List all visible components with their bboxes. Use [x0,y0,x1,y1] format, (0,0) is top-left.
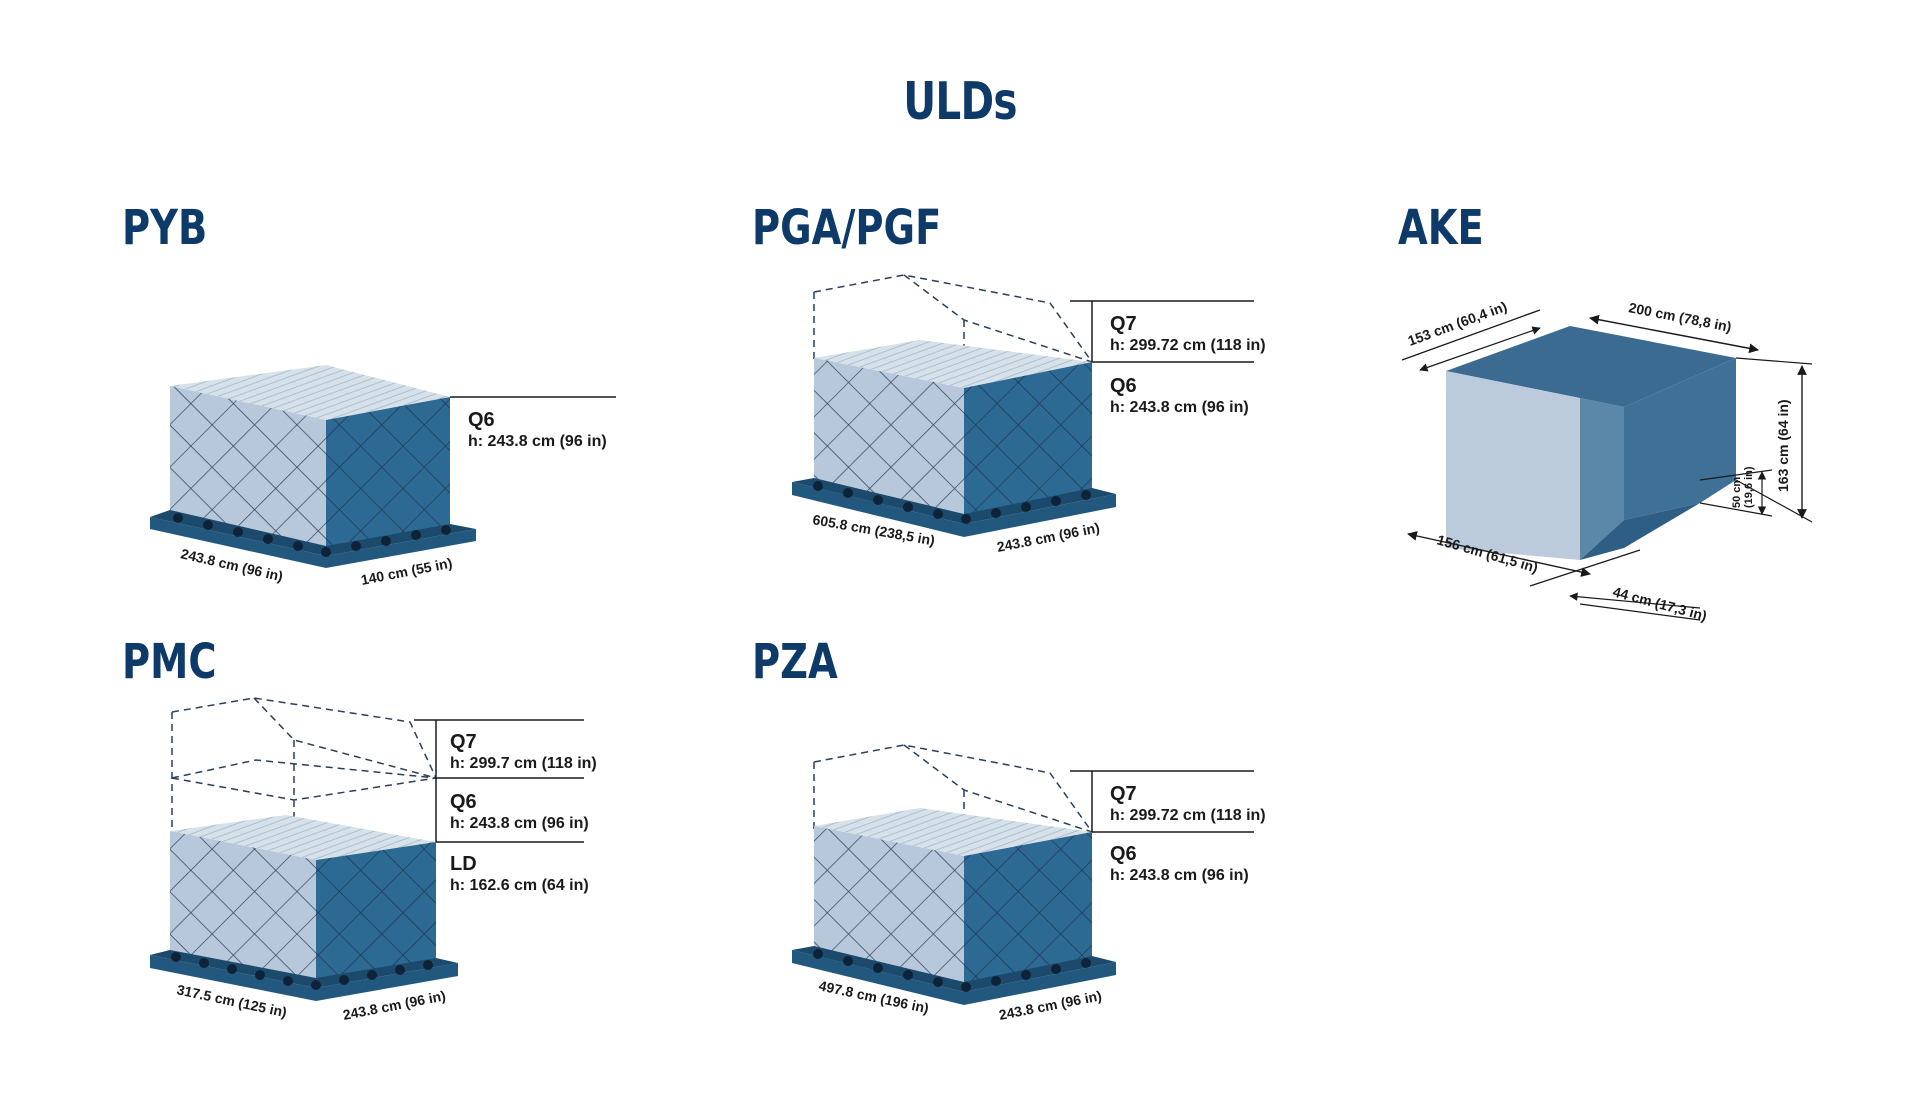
title-pmc: PMC [122,634,217,690]
title-pyb: PYB [122,200,208,256]
page-title: ULDs [903,72,1017,132]
pmc-level-code-q7: Q7 [450,731,477,753]
ake-figure: 153 cm (60,4 in) 200 cm (78,8 in) 163 cm… [1401,298,1813,624]
pza-level-height-q6: h: 243.8 cm (96 in) [1110,867,1249,884]
pmc-level-height-ld: h: 162.6 cm (64 in) [450,877,589,894]
pga-level-height-q7: h: 299.72 cm (118 in) [1110,337,1266,354]
pga-figure: Q7 h: 299.72 cm (118 in) Q6 h: 243.8 cm … [792,274,1266,555]
ake-cut-height-label-2: (19,6 in) [1743,466,1755,508]
ake-top-depth-label: 153 cm (60,4 in) [1406,298,1509,349]
pza-cargo-top [814,808,1092,856]
pmc-pallet-front [150,955,316,1001]
pmc-figure: Q7 h: 299.7 cm (118 in) Q6 h: 243.8 cm (… [150,697,597,1023]
pga-level-code-q6: Q6 [1110,375,1137,397]
ake-base-width-line [1407,531,1591,577]
ake-side [1624,358,1736,520]
ake-height-label: 163 cm (64 in) [1775,399,1791,492]
pga-cargo-top [814,340,1092,388]
ake-top-width-line [1589,314,1759,354]
pyb-cargo-top [170,365,450,420]
pmc-level-height-q7: h: 299.7 cm (118 in) [450,755,597,772]
pmc-level-code-q6: Q6 [450,791,477,813]
pmc-q7-outline [171,697,437,830]
pyb-width-label: 140 cm (55 in) [360,555,454,588]
ake-cut-height-label-1: 50 cm [1731,477,1743,508]
pga-level-height-q6: h: 243.8 cm (96 in) [1110,399,1249,416]
pza-pallet-front [792,950,964,1005]
ake-cut-depth-label: 44 cm (17,3 in) [1611,583,1708,623]
pza-level-code-q6: Q6 [1110,843,1137,865]
pga-pallet-front [792,482,964,537]
pyb-level-code-q6: Q6 [468,409,495,431]
title-pza: PZA [752,634,838,690]
pza-level-height-q7: h: 299.72 cm (118 in) [1110,807,1266,824]
pyb-pallet-front [150,517,326,568]
title-ake: AKE [1398,200,1484,256]
pga-pallet-side [964,494,1116,537]
pmc-level-code-ld: LD [450,853,477,875]
pmc-level-height-q6: h: 243.8 cm (96 in) [450,815,589,832]
title-pga-pgf: PGA/PGF [752,200,942,256]
ake-front [1446,371,1580,560]
pza-level-code-q7: Q7 [1110,783,1137,805]
pza-pallet-side [964,962,1116,1005]
ake-front-bevel [1580,398,1624,560]
pga-q7-outline [813,274,1093,363]
pga-level-code-q7: Q7 [1110,313,1137,335]
pza-figure: Q7 h: 299.72 cm (118 in) Q6 h: 243.8 cm … [792,744,1266,1023]
pyb-level-height-q6: h: 243.8 cm (96 in) [468,433,607,450]
pmc-cargo-top [170,815,436,860]
pyb-pallet-side [326,529,476,568]
pmc-pallet-side [316,963,458,1001]
ake-top-width-label: 200 cm (78,8 in) [1627,299,1732,335]
pyb-figure: Q6 h: 243.8 cm (96 in) 243.8 cm (96 in) … [150,365,616,588]
